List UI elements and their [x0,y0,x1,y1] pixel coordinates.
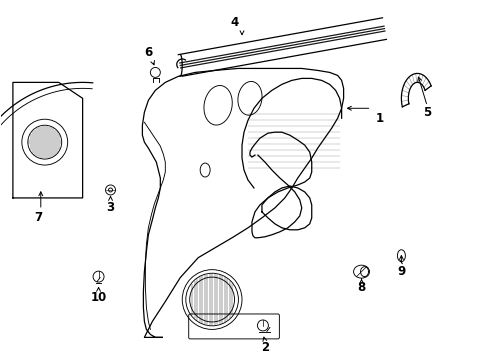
Text: 6: 6 [144,46,152,59]
Text: 7: 7 [35,211,43,224]
Text: 4: 4 [230,16,239,29]
Text: 8: 8 [357,281,365,294]
Text: 10: 10 [90,291,106,304]
Text: 5: 5 [422,106,430,119]
Text: 2: 2 [260,341,268,354]
Text: 3: 3 [106,201,114,215]
Text: 1: 1 [375,112,383,125]
Text: 9: 9 [396,265,405,278]
